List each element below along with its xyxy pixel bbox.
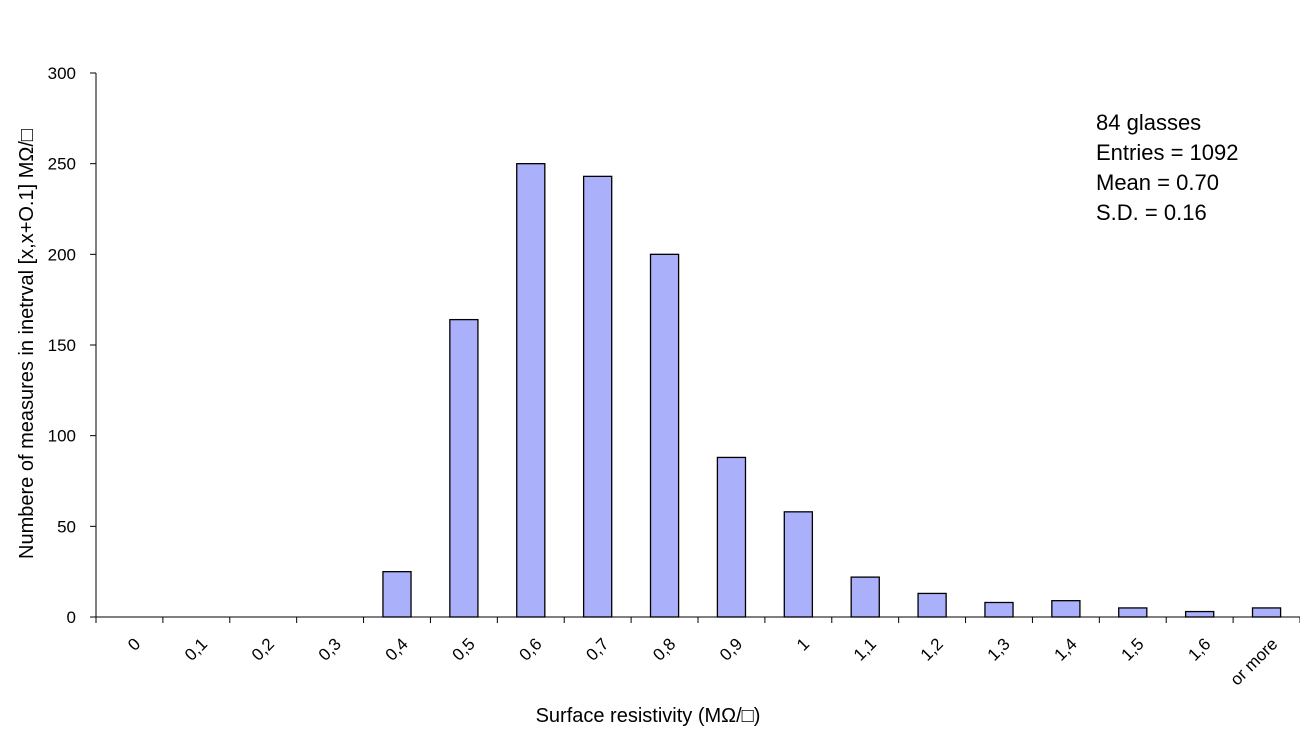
stats-line: 84 glasses <box>1096 110 1201 135</box>
x-tick-label: 1 <box>793 634 813 654</box>
bar-1-2 <box>917 592 947 618</box>
x-tick-label: 0,3 <box>315 634 345 664</box>
stats-line: Entries = 1092 <box>1096 140 1238 165</box>
x-tick-label: 1,6 <box>1184 634 1214 664</box>
bar-0-6 <box>516 163 546 618</box>
bar-1-3 <box>984 601 1014 618</box>
x-tick-label: 0,5 <box>449 634 479 664</box>
y-tick-label: 0 <box>67 608 76 627</box>
bar-0-9 <box>716 456 747 618</box>
y-tick-label: 200 <box>48 245 76 264</box>
x-axis-title: Surface resistivity (MΩ/□) <box>536 705 761 727</box>
stats-annotation: 84 glasses Entries = 1092 Mean = 0.70 S.D. … <box>1096 110 1238 225</box>
x-tick-label: 1,4 <box>1051 634 1081 664</box>
x-tick-label: 0,8 <box>649 634 679 664</box>
bar-0-8 <box>649 253 680 618</box>
x-tick-label: 0 <box>124 634 144 654</box>
bars-group <box>382 163 1282 618</box>
x-tick-label: 0,1 <box>181 634 211 664</box>
bar-or-more <box>1251 607 1282 618</box>
y-tick-label: 100 <box>48 427 76 446</box>
bar-0-7 <box>582 175 613 618</box>
bar-1-6 <box>1184 610 1215 618</box>
x-tick-label: or more <box>1227 634 1282 689</box>
x-tick-label: 1,3 <box>984 634 1014 664</box>
x-tick-label: 1,5 <box>1117 634 1147 664</box>
bar-1-4 <box>1051 600 1081 618</box>
y-tick-label: 250 <box>48 155 76 174</box>
y-tick-label: 150 <box>48 336 76 355</box>
bar-1-5 <box>1118 607 1148 618</box>
x-axis-ticks: 0 0,1 0,2 0,3 0,4 0,5 0,6 0,7 0,8 0,9 1 1,1 1,2 1,3 1,… <box>95 617 1300 689</box>
y-axis-ticks: 0 50 100 150 200 250 300 <box>48 64 96 627</box>
bar-1 <box>783 511 814 618</box>
x-tick-label: 0,4 <box>382 634 412 664</box>
stats-line: S.D. = 0.16 <box>1096 200 1207 225</box>
x-tick-label: 1,1 <box>850 634 880 664</box>
bar-1-1 <box>850 576 880 618</box>
y-tick-label: 50 <box>57 517 76 536</box>
x-tick-label: 0,7 <box>582 634 612 664</box>
bar-0-5 <box>449 318 479 618</box>
y-axis-title: Numbere of measures in inetrval [x,x+O.1… <box>16 129 38 559</box>
x-tick-label: 0,9 <box>716 634 746 664</box>
bar-0-4 <box>382 571 412 618</box>
y-tick-label: 300 <box>48 64 76 83</box>
x-tick-label: 0,6 <box>515 634 545 664</box>
stats-line: Mean = 0.70 <box>1096 170 1219 195</box>
x-tick-label: 1,2 <box>917 634 947 664</box>
x-tick-label: 0,2 <box>248 634 278 664</box>
